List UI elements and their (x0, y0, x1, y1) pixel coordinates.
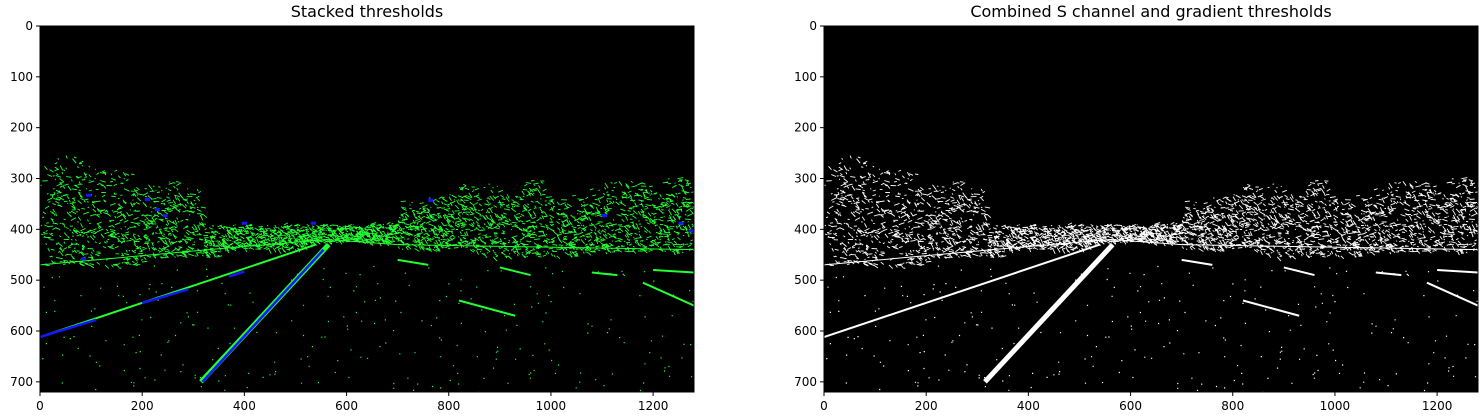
y-tick-label: 500 (794, 273, 817, 287)
left-lane-s-channel (40, 270, 245, 339)
s-channel-blob (144, 197, 150, 201)
s-channel-blob (688, 229, 694, 233)
s-channel-blob (678, 221, 684, 225)
threshold-image (40, 155, 694, 392)
y-tick-label: 600 (10, 324, 33, 338)
y-tick-label: 200 (794, 121, 817, 135)
x-tick-label: 600 (1119, 399, 1142, 413)
chart-title: Combined S channel and gradient threshol… (970, 2, 1331, 21)
left-lane-line (824, 243, 1101, 339)
horizon-edge (824, 238, 1478, 266)
panel-combined-thresholds: Combined S channel and gradient threshol… (794, 2, 1479, 413)
road-noise (826, 265, 1478, 392)
x-tick-label: 200 (915, 399, 938, 413)
y-tick-label: 700 (794, 375, 817, 389)
x-tick-label: 800 (437, 399, 460, 413)
x-tick-label: 400 (233, 399, 256, 413)
y-tick-label: 300 (794, 172, 817, 186)
s-channel-blob (162, 214, 168, 218)
y-tick-label: 100 (10, 70, 33, 84)
s-channel-blob (80, 257, 86, 261)
axes-frame (39, 25, 695, 393)
hillside-edges (824, 155, 1478, 269)
s-channel-blob (602, 214, 608, 218)
s-channel-blob (241, 221, 247, 225)
threshold-image (824, 155, 1478, 392)
y-tick-label: 0 (809, 19, 817, 33)
horizon-edge (40, 238, 694, 266)
y-tick-label: 0 (25, 19, 33, 33)
hillside-edges (40, 155, 694, 269)
road-noise (42, 265, 694, 392)
x-tick-label: 1000 (1320, 399, 1351, 413)
x-tick-label: 1200 (638, 399, 669, 413)
right-lane-dashes (1181, 258, 1478, 317)
x-tick-label: 1200 (1422, 399, 1453, 413)
y-tick-label: 300 (10, 172, 33, 186)
x-tick-label: 0 (820, 399, 828, 413)
x-tick-label: 800 (1221, 399, 1244, 413)
y-tick-label: 700 (10, 375, 33, 389)
s-channel-blob (85, 193, 92, 197)
y-tick-label: 100 (794, 70, 817, 84)
x-tick-label: 200 (131, 399, 154, 413)
image-background (40, 26, 694, 392)
y-tick-label: 400 (794, 222, 817, 236)
x-tick-label: 400 (1017, 399, 1040, 413)
y-tick-label: 500 (10, 273, 33, 287)
image-background (824, 26, 1478, 392)
s-channel-blob (310, 221, 316, 225)
panel-stacked-thresholds: Stacked thresholds 0 200 400 600 800 1000 1200 0… (10, 2, 695, 413)
axes-frame (823, 25, 1479, 393)
y-tick-label: 200 (10, 121, 33, 135)
x-tick-label: 0 (36, 399, 44, 413)
chart-title: Stacked thresholds (291, 2, 444, 21)
x-tick-label: 1000 (536, 399, 567, 413)
y-tick-label: 400 (10, 222, 33, 236)
x-tick-label: 600 (335, 399, 358, 413)
y-tick-label: 600 (794, 324, 817, 338)
s-channel-blob (154, 207, 161, 212)
s-channel-blob (428, 198, 434, 202)
center-lane-s-channel (201, 248, 325, 383)
center-lane-line (983, 242, 1115, 384)
right-lane-dashes (397, 258, 694, 317)
